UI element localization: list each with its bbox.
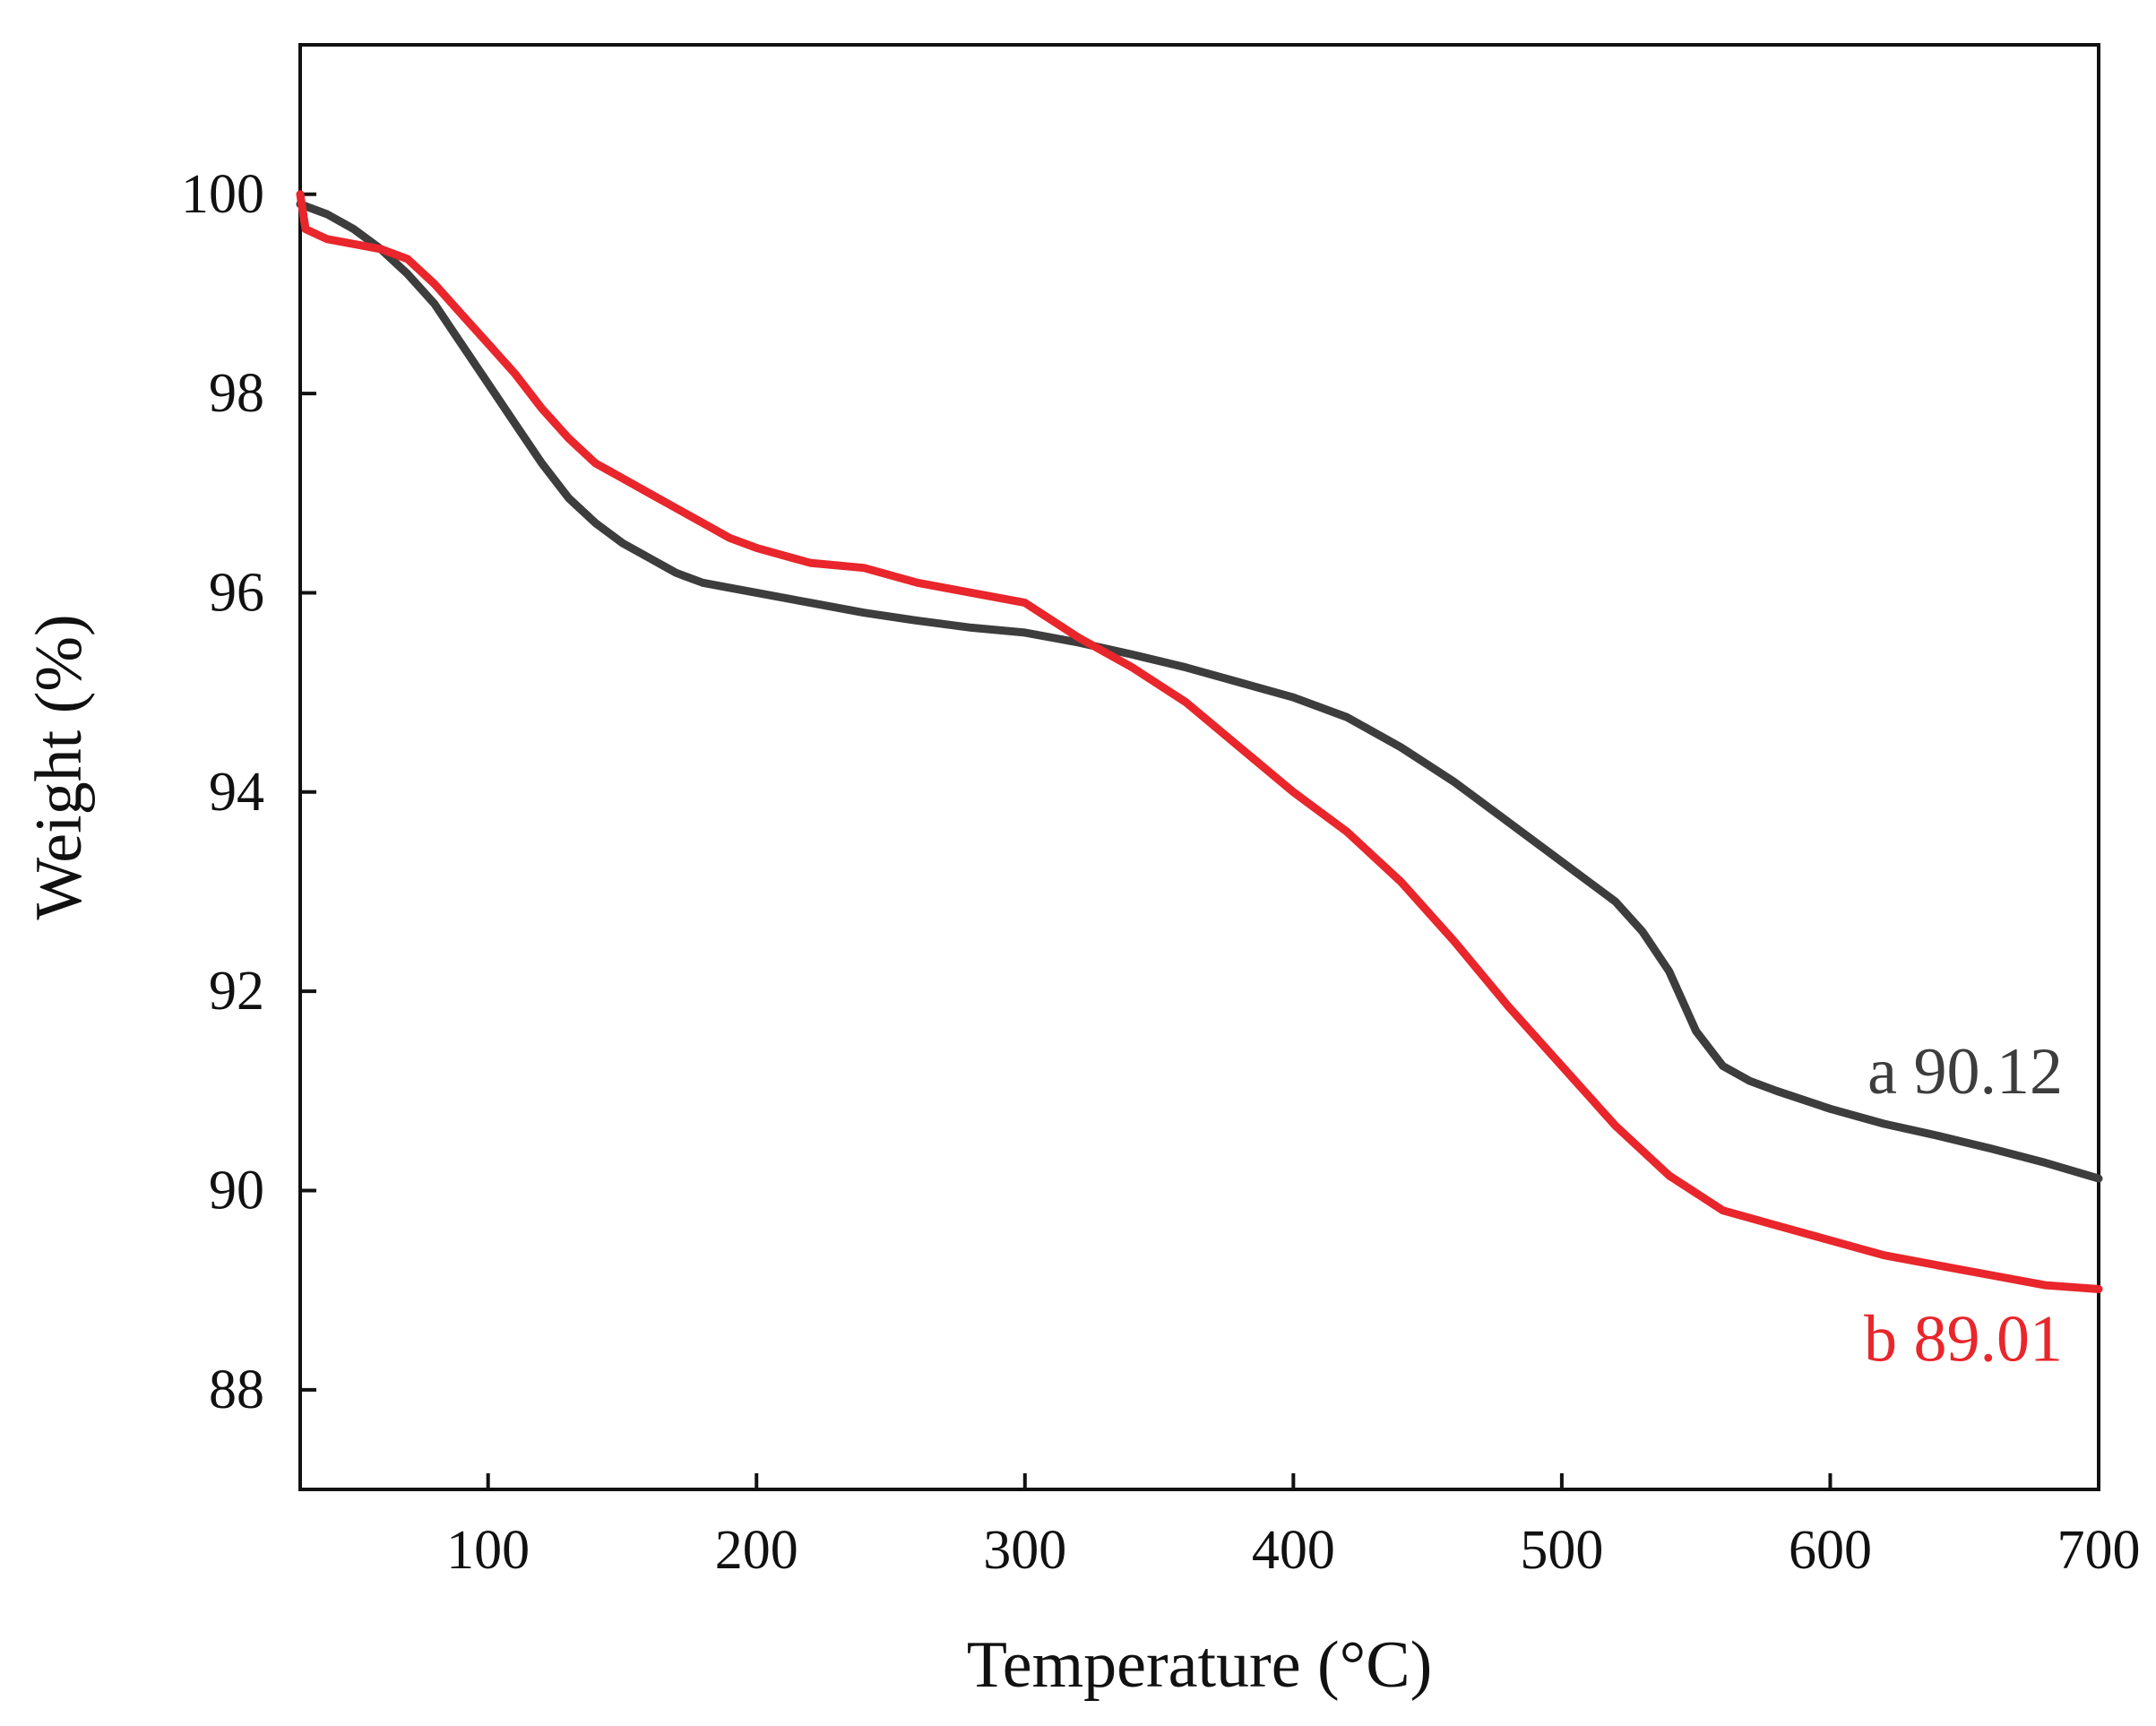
x-tick-label: 100 <box>446 1520 530 1581</box>
series-line-a <box>296 200 2103 1183</box>
y-tick-label: 100 <box>181 164 264 225</box>
y-tick-label: 92 <box>209 961 264 1022</box>
series-label-b: b 89.01 <box>1864 1303 2063 1376</box>
y-tick-label: 98 <box>209 363 264 424</box>
x-axis-ticks: 100 200 300 400 500 600 700 <box>446 1473 2141 1581</box>
x-tick-label: 500 <box>1520 1520 1603 1581</box>
y-axis-title: Weight (%) <box>22 614 96 919</box>
x-axis-title: Temperature (°C) <box>967 1628 1433 1702</box>
series-group: a 90.12 b 89.01 <box>296 190 2103 1376</box>
y-tick-label: 94 <box>209 762 264 823</box>
x-tick-label: 200 <box>715 1520 798 1581</box>
series-line-b <box>296 190 2103 1293</box>
y-axis-ticks: 88 90 92 94 96 98 100 <box>181 164 316 1420</box>
plot-frame <box>298 43 2100 1491</box>
series-label-a: a 90.12 <box>1867 1035 2063 1109</box>
y-tick-label: 90 <box>209 1160 264 1221</box>
x-tick-label: 700 <box>2057 1520 2141 1581</box>
y-tick-label: 96 <box>209 562 264 623</box>
x-tick-label: 400 <box>1252 1520 1335 1581</box>
x-tick-label: 600 <box>1789 1520 1872 1581</box>
y-tick-label: 88 <box>209 1359 264 1420</box>
x-tick-label: 300 <box>983 1520 1066 1581</box>
